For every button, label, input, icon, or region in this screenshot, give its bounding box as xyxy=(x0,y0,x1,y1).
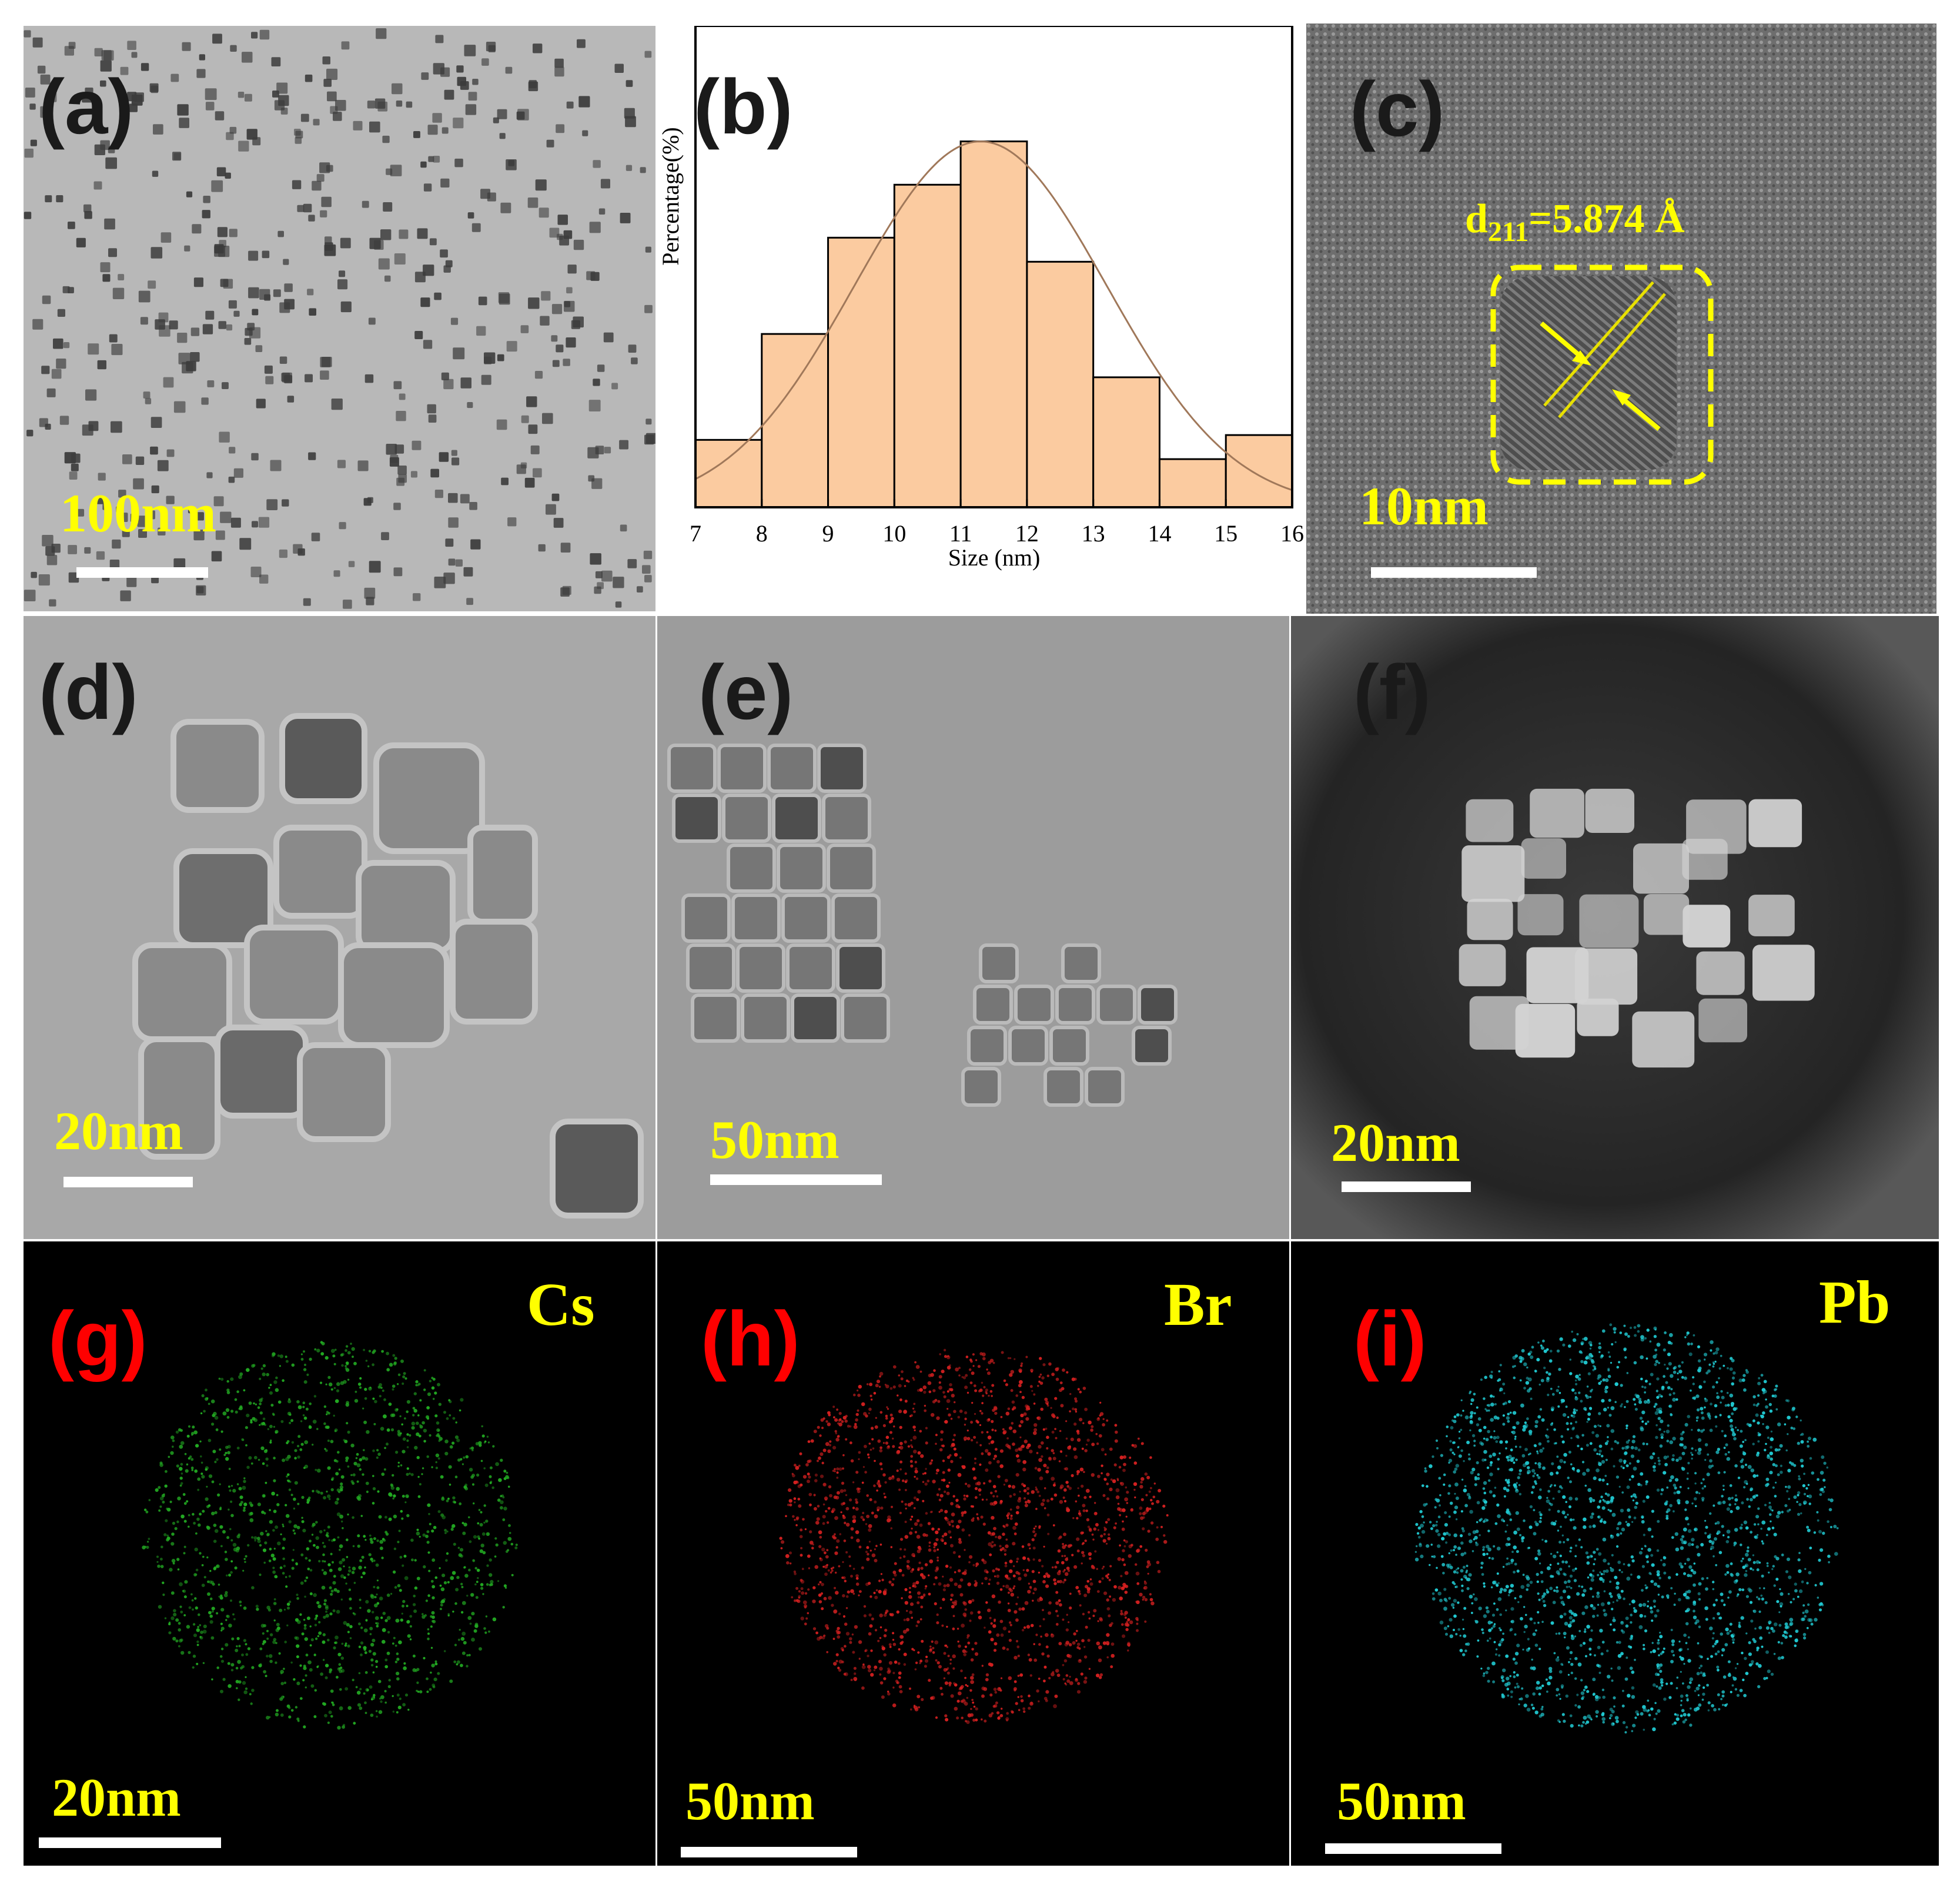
scale-bar-label-e: 50nm xyxy=(710,1110,839,1170)
tem-image-e xyxy=(657,616,1289,1239)
x-tick-label: 12 xyxy=(1015,520,1039,547)
histogram-bar xyxy=(1225,434,1293,508)
scale-bar-label-d: 20nm xyxy=(54,1101,183,1161)
x-tick-label: 7 xyxy=(690,520,701,547)
scale-bar-label-i: 50nm xyxy=(1337,1771,1466,1831)
y-axis-label: Percentage(%) xyxy=(657,127,684,265)
tem-image-d xyxy=(24,616,655,1239)
panel-h: (h) Br 50nm xyxy=(657,1241,1289,1866)
scale-bar-c xyxy=(1371,567,1537,578)
scale-bar-f xyxy=(1342,1181,1471,1192)
element-label-cs: Cs xyxy=(527,1271,595,1338)
eds-map-pb xyxy=(1291,1241,1939,1866)
x-tick-label: 8 xyxy=(756,520,768,547)
panel-d: (d) 20nm xyxy=(24,616,655,1239)
panel-label-d: (d) xyxy=(39,649,138,735)
panel-label-i: (i) xyxy=(1353,1296,1427,1382)
gaussian-fit-curve xyxy=(695,140,1293,491)
panel-a: (a) 100nm xyxy=(24,26,655,611)
panel-c: (c) d211=5.874 Å 10nm xyxy=(1306,24,1936,614)
x-tick-label: 14 xyxy=(1148,520,1171,547)
panel-label-h: (h) xyxy=(701,1296,800,1382)
eds-map-br xyxy=(657,1241,1289,1866)
x-axis-label: Size (nm) xyxy=(948,544,1041,571)
hrtem-image-c xyxy=(1306,24,1936,614)
histogram-bar xyxy=(827,236,895,508)
element-label-br: Br xyxy=(1164,1271,1232,1338)
x-tick-label: 15 xyxy=(1214,520,1237,547)
panel-f: (f) 20nm xyxy=(1291,616,1939,1239)
scale-bar-label-a: 100nm xyxy=(60,483,216,543)
histogram-bar xyxy=(761,333,830,508)
panel-i: (i) Pb 50nm xyxy=(1291,1241,1939,1866)
element-label-pb: Pb xyxy=(1819,1268,1891,1336)
panel-e: (e) 50nm xyxy=(657,616,1289,1239)
scale-bar-label-g: 20nm xyxy=(52,1768,181,1827)
scale-bar-g xyxy=(39,1837,221,1848)
scale-bar-a xyxy=(76,567,208,578)
histogram-bar xyxy=(1092,376,1160,508)
panel-label-e: (e) xyxy=(698,649,794,735)
panel-label-a: (a) xyxy=(39,63,134,150)
scale-bar-label-h: 50nm xyxy=(685,1771,815,1831)
haadf-image-f xyxy=(1291,616,1939,1239)
panel-label-c: (c) xyxy=(1350,66,1445,152)
x-tick-label: 11 xyxy=(949,520,972,547)
x-tick-label: 16 xyxy=(1280,520,1304,547)
scale-bar-d xyxy=(63,1177,193,1187)
histogram-bar xyxy=(1026,260,1095,508)
scale-bar-e xyxy=(710,1174,882,1185)
lattice-highlight-box xyxy=(1490,265,1714,485)
scale-bar-label-f: 20nm xyxy=(1331,1113,1460,1173)
x-tick-label: 9 xyxy=(822,520,834,547)
d-spacing-label: d211=5.874 Å xyxy=(1465,196,1685,247)
x-tick-label: 10 xyxy=(882,520,906,547)
panel-label-f: (f) xyxy=(1353,649,1431,735)
panel-g: (g) Cs 20nm xyxy=(24,1241,655,1866)
scale-bar-h xyxy=(681,1847,857,1857)
histogram-bar xyxy=(893,183,962,508)
eds-map-cs xyxy=(24,1241,655,1866)
plot-frame xyxy=(694,26,1293,508)
size-distribution-chart: 7 8 9 10 11 12 13 14 15 16 Size (nm) Percentage(%… xyxy=(657,26,1304,571)
x-tick-label: 13 xyxy=(1082,520,1105,547)
histogram-bar xyxy=(959,140,1028,508)
histogram-bar xyxy=(1158,458,1227,508)
panel-b: 7 8 9 10 11 12 13 14 15 16 Size (nm) Percentage(%… xyxy=(657,26,1304,611)
scale-bar-i xyxy=(1325,1843,1501,1854)
tem-image-a xyxy=(24,26,655,611)
scale-bar-label-c: 10nm xyxy=(1359,476,1489,536)
panel-label-b: (b) xyxy=(694,63,793,150)
panel-label-g: (g) xyxy=(48,1296,148,1382)
